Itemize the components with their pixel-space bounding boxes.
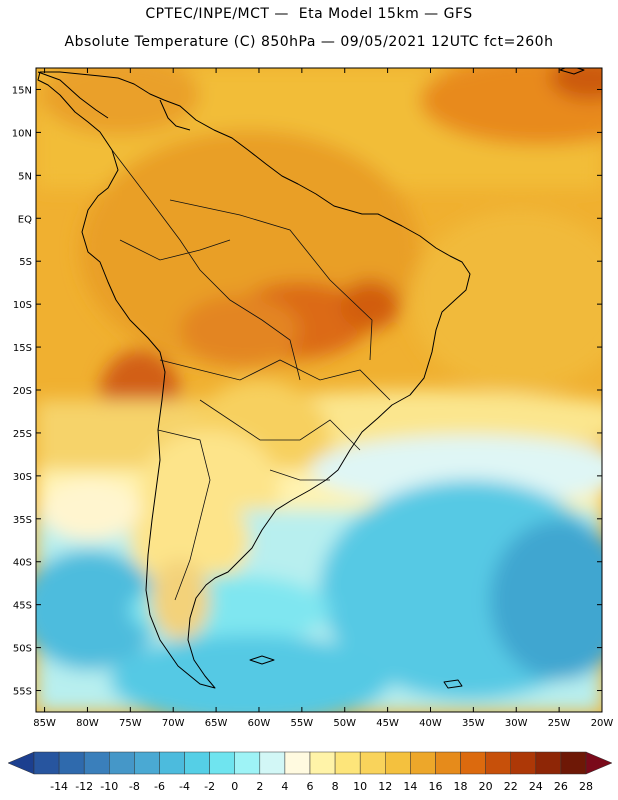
legend-swatch [83, 751, 110, 775]
lat-tick-label: 30S [13, 472, 32, 483]
lon-tick-label: 45W [376, 718, 399, 729]
legend-swatch [309, 751, 336, 775]
lon-tick-label: 20W [591, 718, 614, 729]
lat-tick-label: 5S [19, 257, 32, 268]
lat-tick-label: EQ [18, 214, 32, 225]
latitude-axis: 15N 10N 5N EQ 5S 10S 15S 20S 25S 30S 35S 40S 45S 50S 5… [12, 85, 602, 698]
legend-swatch [385, 751, 411, 775]
lat-tick-label: 10S [13, 300, 32, 311]
lat-tick-label: 15N [12, 85, 32, 96]
legend-swatch [560, 751, 587, 775]
lon-tick-label: 25W [548, 718, 571, 729]
temperature-field [36, 68, 602, 712]
lat-tick-label: 10N [12, 128, 32, 139]
legend-swatch [58, 751, 85, 775]
legend-swatch [259, 751, 286, 775]
lat-tick-label: 20S [13, 386, 32, 397]
legend-swatch [359, 751, 386, 775]
legend-swatch [284, 751, 311, 775]
legend-label: 14 [403, 780, 417, 793]
legend-swatch [334, 751, 361, 775]
legend-swatch [33, 751, 60, 775]
legend-label: 28 [579, 780, 593, 793]
temperature-map: 15N 10N 5N EQ 5S 10S 15S 20S 25S 30S 35S 40S 45S 50S 5… [12, 67, 613, 729]
legend-label: 12 [378, 780, 392, 793]
longitude-axis: 85W 80W 75W 70W 65W 60W 55W 50W 45W 40W 35W 30W 25W 2… [33, 68, 613, 729]
legend-label: 18 [454, 780, 468, 793]
lon-tick-label: 85W [33, 718, 56, 729]
legend-label: 20 [479, 780, 493, 793]
lon-tick-label: 60W [248, 718, 271, 729]
lat-tick-label: 15S [13, 343, 32, 354]
legend-swatch [234, 751, 261, 775]
legend-label: 24 [529, 780, 543, 793]
lon-tick-label: 55W [291, 718, 314, 729]
legend-label: 6 [307, 780, 314, 793]
legend-swatch [435, 751, 461, 775]
lat-tick-label: 35S [13, 515, 32, 526]
legend-label: 16 [428, 780, 442, 793]
legend-label: 2 [256, 780, 263, 793]
lat-tick-label: 5N [18, 171, 32, 182]
coastlines [37, 68, 585, 689]
legend-label: -10 [100, 780, 118, 793]
legend-label: 8 [332, 780, 339, 793]
legend-label: 10 [353, 780, 367, 793]
legend-label: -2 [204, 780, 215, 793]
lat-tick-label: 50S [13, 644, 32, 655]
legend-label: 26 [554, 780, 568, 793]
lon-tick-label: 70W [162, 718, 185, 729]
lon-tick-label: 65W [205, 718, 228, 729]
lat-tick-label: 25S [13, 429, 32, 440]
legend-swatch [184, 751, 210, 775]
legend-label: -12 [75, 780, 93, 793]
chart-title-line1: CPTEC/INPE/MCT — Eta Model 15km — GFS [145, 6, 473, 22]
legend-label: -4 [179, 780, 190, 793]
legend-swatch [485, 751, 511, 775]
chart-title-line2: Absolute Temperature (C) 850hPa — 09/05/… [64, 34, 554, 50]
lon-tick-label: 50W [333, 718, 356, 729]
color-legend: -14 -12 -10 -8 -6 -4 -2 0 2 4 6 8 10 12 14 16 18 20 22 24 26… [7, 751, 613, 793]
legend-swatch [159, 751, 185, 775]
legend-swatch [535, 751, 562, 775]
lon-tick-label: 80W [76, 718, 99, 729]
lat-tick-label: 45S [13, 601, 32, 612]
lon-tick-label: 75W [119, 718, 142, 729]
legend-swatch [134, 751, 160, 775]
legend-swatch [209, 751, 235, 775]
lat-tick-label: 40S [13, 558, 32, 569]
legend-swatch [410, 751, 436, 775]
legend-swatch [460, 751, 486, 775]
lon-tick-label: 30W [505, 718, 528, 729]
legend-label: -8 [129, 780, 140, 793]
legend-swatch [109, 751, 135, 775]
legend-label: -6 [154, 780, 165, 793]
legend-label: 4 [281, 780, 288, 793]
legend-swatch [510, 751, 537, 775]
legend-label: -14 [50, 780, 68, 793]
legend-label: 22 [504, 780, 518, 793]
lon-tick-label: 40W [419, 718, 442, 729]
lon-tick-label: 35W [462, 718, 485, 729]
legend-max-triangle [585, 751, 613, 775]
legend-min-triangle [7, 751, 35, 775]
country-borders [111, 149, 391, 601]
lat-tick-label: 55S [13, 687, 32, 698]
legend-label: 0 [231, 780, 238, 793]
